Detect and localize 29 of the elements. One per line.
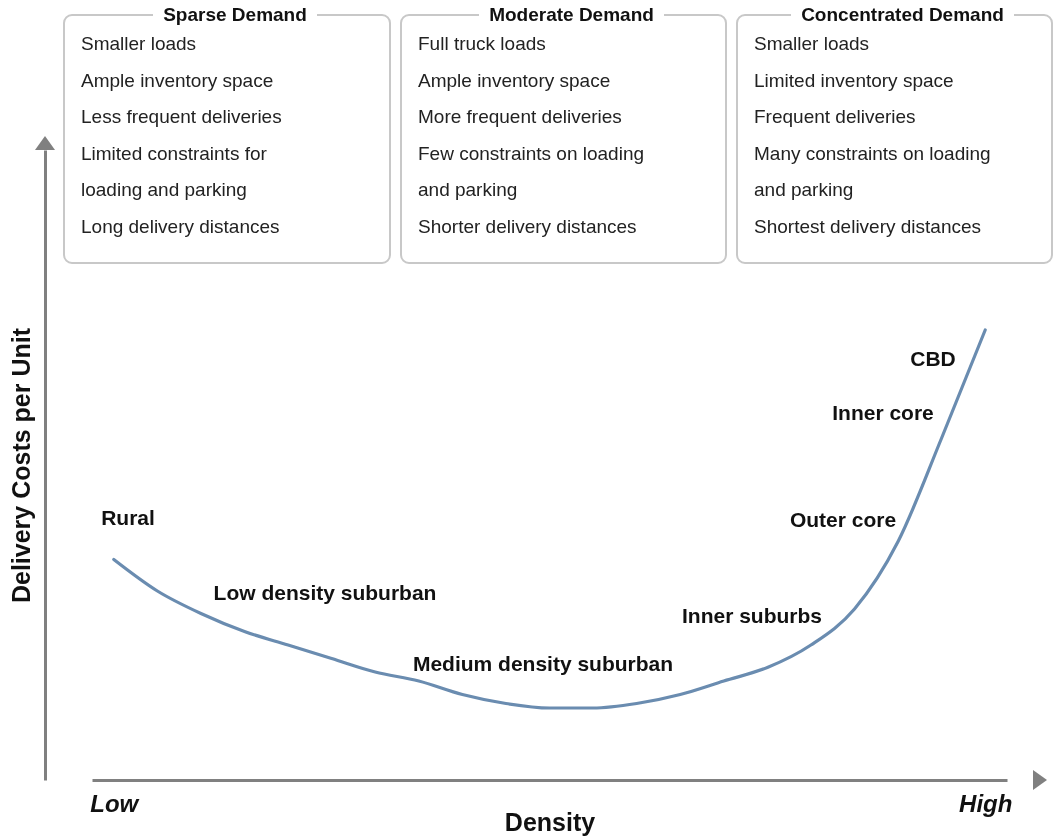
text: Moderate Demand [488, 4, 655, 26]
text: Less frequent deliveries [81, 105, 283, 129]
text: Frequent deliveries [754, 105, 917, 129]
text: More frequent deliveries [418, 105, 623, 129]
text: Smaller loads [81, 32, 198, 56]
text: Shortest delivery distances [754, 214, 983, 239]
text: Few constraints on loading and parking [418, 141, 645, 202]
annotation: Outer core [789, 508, 897, 531]
annotation: Low density suburban [213, 581, 437, 604]
text: Sparse Demand [162, 4, 308, 26]
text: Long delivery distances [81, 214, 281, 239]
text: Limited constraints for loading and parking [81, 141, 268, 202]
text: Smaller loads [754, 32, 871, 56]
annotation: Inner suburbs [681, 604, 823, 627]
text: Concentrated Demand [800, 4, 1005, 26]
text: Limited inventory space [754, 68, 955, 93]
annotation: Medium density suburban [412, 652, 674, 675]
text: Ample inventory space [81, 68, 275, 93]
text: Many constraints on loading and parking [754, 141, 992, 202]
text: Ample inventory space [418, 68, 612, 93]
x-tick-label: Low [90, 789, 140, 817]
annotation: Inner core [832, 401, 934, 424]
y-axis-title: Delivery Costs per Unit [6, 327, 35, 604]
annotation: CBD [910, 347, 956, 370]
x-axis-title: Density [504, 807, 596, 836]
annotation: Rural [101, 506, 155, 529]
text: Shorter delivery distances [418, 214, 638, 239]
x-tick-label: High [959, 789, 1013, 817]
text: Full truck loads [418, 32, 547, 56]
